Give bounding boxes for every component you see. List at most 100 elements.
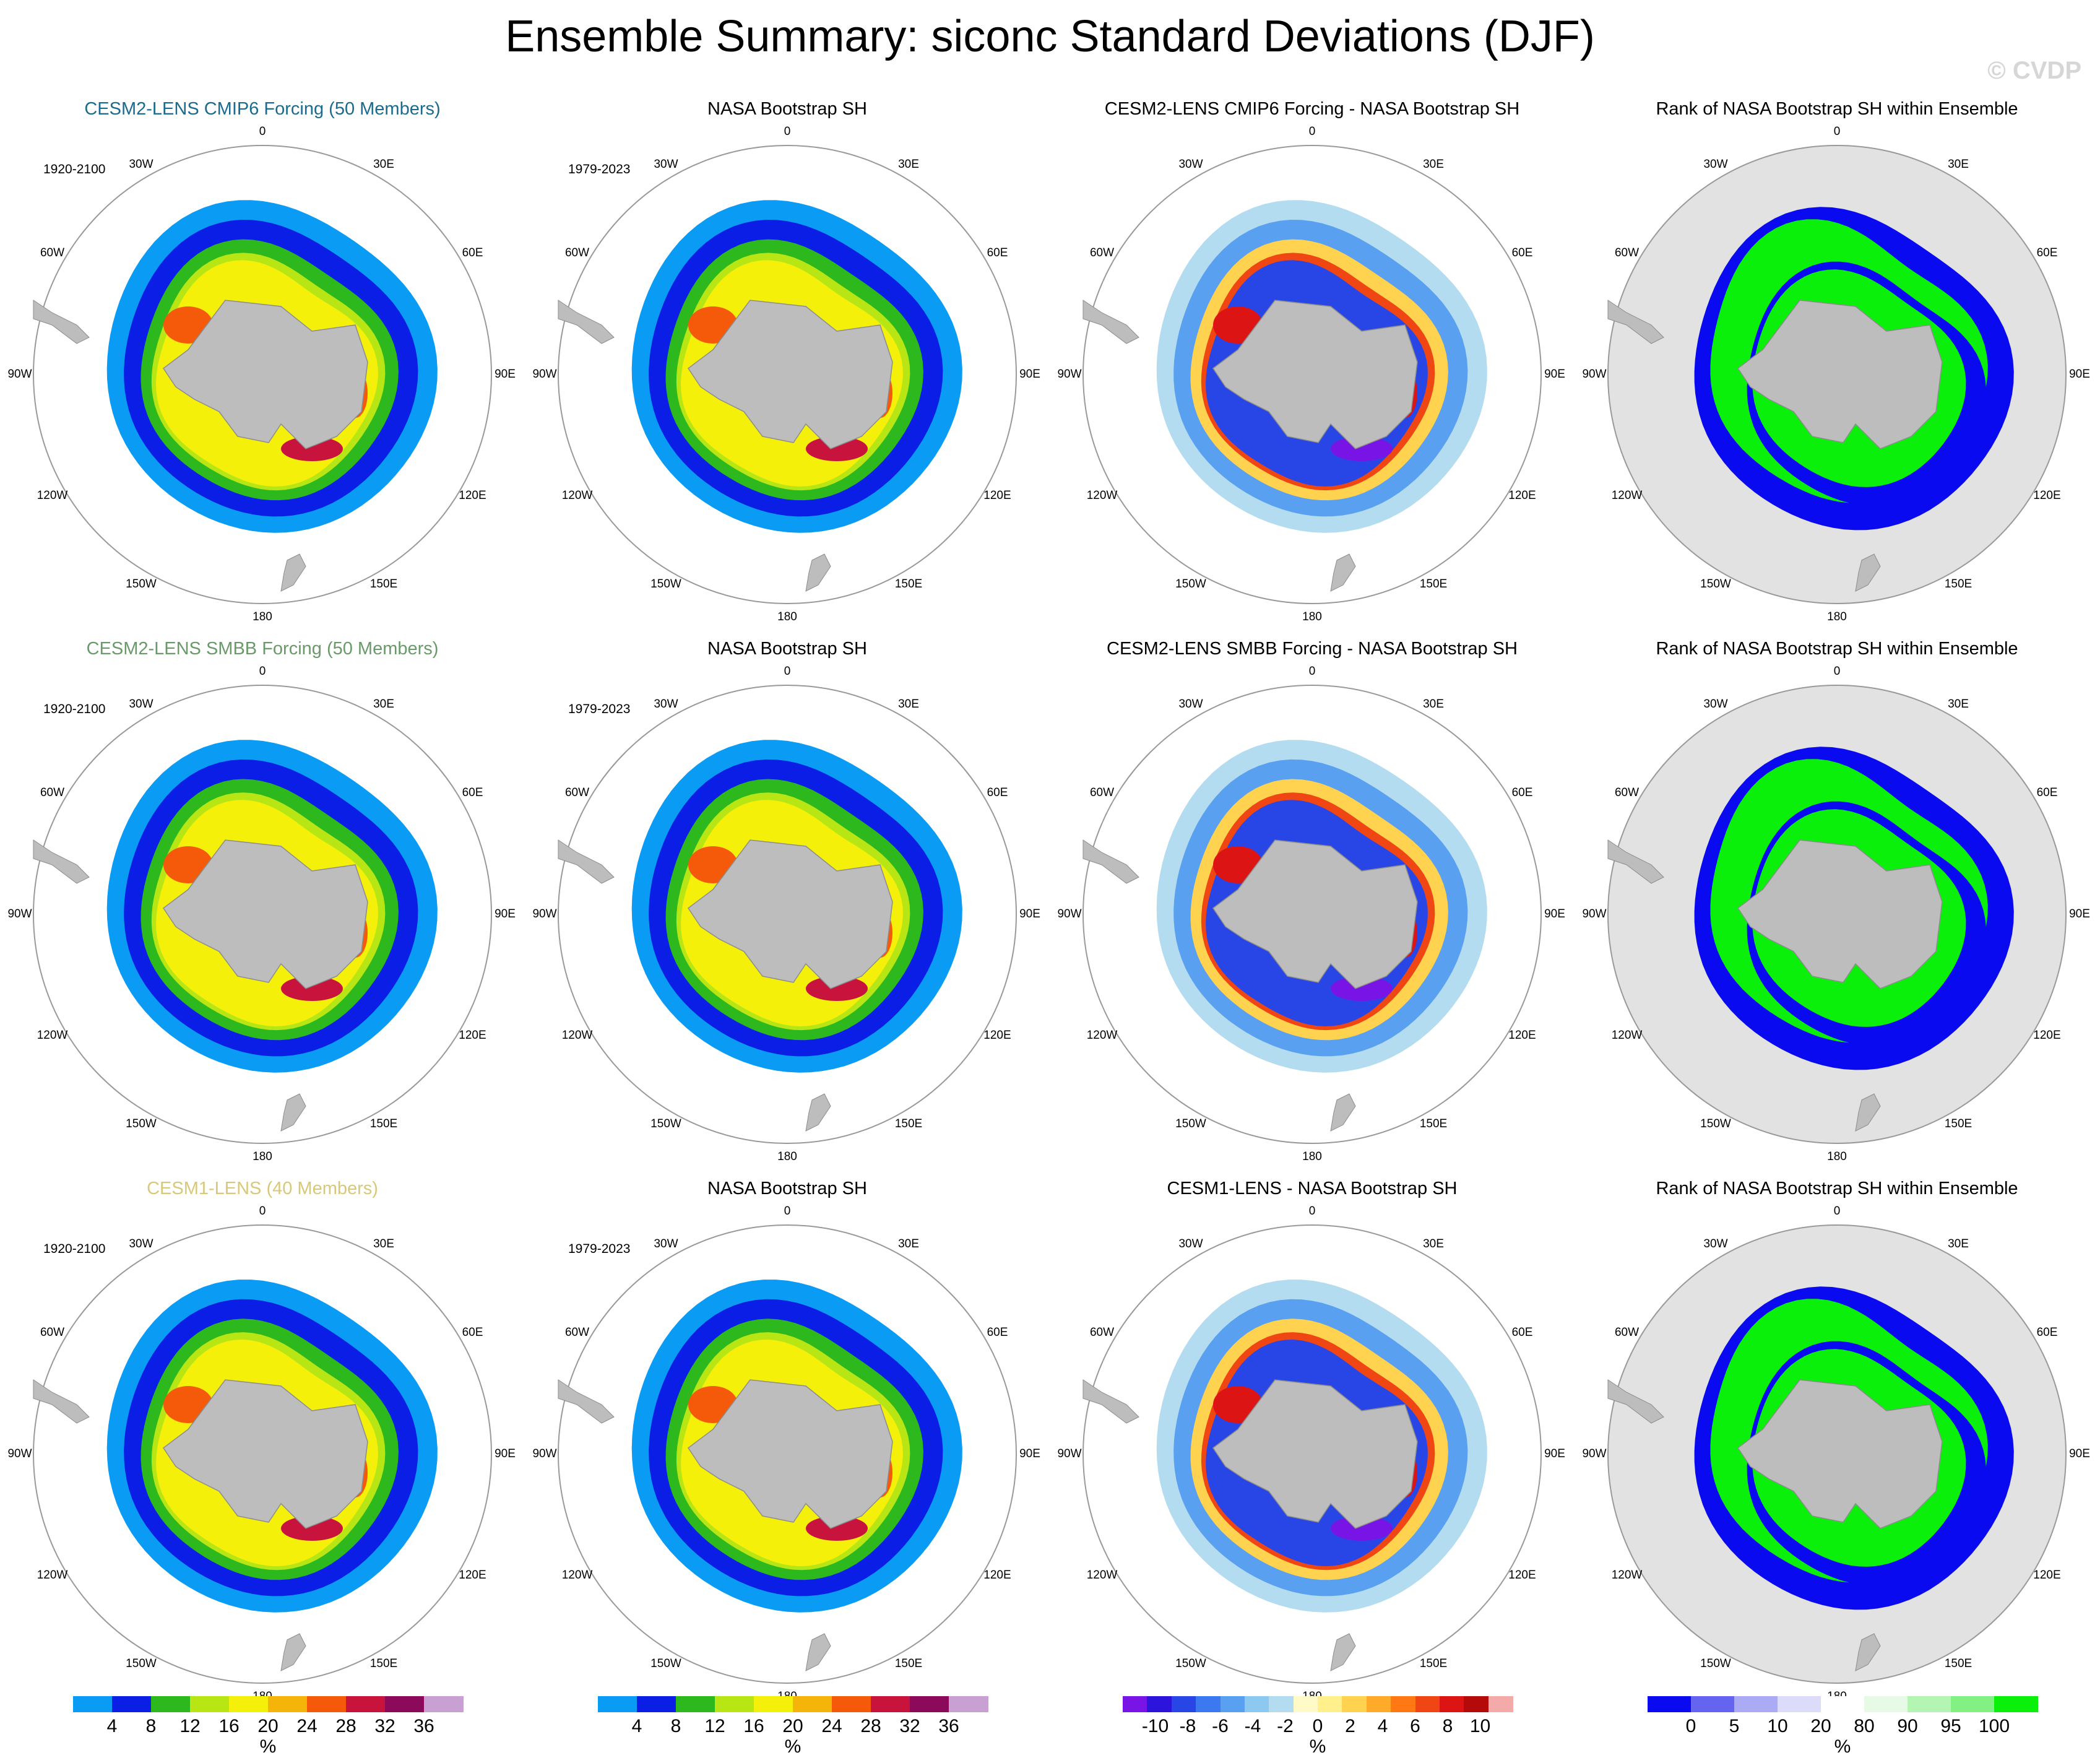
longitude-label: 150W (650, 1117, 681, 1131)
polar-map (1607, 685, 2067, 1144)
polar-map (1607, 145, 2067, 604)
longitude-label: 90E (1019, 1447, 1040, 1460)
colorbar-swatch (598, 1696, 637, 1712)
antarctica-landmass (1737, 300, 1943, 449)
colorbar-tick-label: 4 (106, 1716, 118, 1736)
longitude-label: 90W (532, 1447, 557, 1460)
longitude-label: 60E (1511, 786, 1533, 799)
south-america-landmass (1082, 300, 1139, 344)
colorbar-tick-label: 20 (782, 1716, 803, 1736)
longitude-label: 150E (1944, 1117, 1973, 1131)
longitude-label: 120E (983, 1029, 1011, 1042)
longitude-label: 90E (2069, 907, 2090, 920)
new-zealand-landmass (1855, 1633, 1881, 1671)
colorbar-unit: % (259, 1736, 277, 1757)
colorbar-swatch (385, 1696, 425, 1712)
colorbar-swatch (949, 1696, 988, 1712)
south-america-landmass (1607, 1379, 1664, 1424)
colorbar-swatch (1778, 1696, 1821, 1712)
longitude-label: 60E (987, 786, 1008, 799)
longitude-label: 150W (126, 1657, 157, 1671)
antarctica-landmass (1737, 839, 1943, 989)
longitude-label: 60W (1089, 246, 1115, 259)
new-zealand-landmass (805, 1093, 831, 1132)
panel-title: Rank of NASA Bootstrap SH within Ensembl… (1656, 99, 2018, 119)
new-zealand-landmass (805, 1633, 831, 1671)
longitude-label: 180 (1302, 1150, 1322, 1163)
colorbar-unit: % (1309, 1736, 1326, 1757)
longitude-label: 150W (1175, 1117, 1206, 1131)
longitude-label: 150W (1700, 1657, 1731, 1671)
longitude-label: 120W (37, 489, 68, 502)
colorbar-tick-label: -10 (1141, 1716, 1169, 1736)
longitude-label: 30E (1423, 157, 1444, 171)
colorbar-tick-label: 24 (296, 1716, 318, 1736)
longitude-label: 30W (1703, 697, 1728, 711)
longitude-label: 120W (561, 1029, 593, 1042)
longitude-label: 0 (259, 125, 266, 138)
longitude-label: 60E (2036, 246, 2058, 259)
longitude-label: 60E (987, 1326, 1008, 1339)
colorbar-swatch (1439, 1696, 1464, 1712)
longitude-label: 30E (1948, 697, 1969, 711)
colorbar-swatch (190, 1696, 230, 1712)
colorbar-tick-label: 5 (1729, 1716, 1740, 1736)
colorbar-swatch (1951, 1696, 1995, 1712)
longitude-label: 150W (126, 1117, 157, 1131)
longitude-label: 30E (373, 1237, 394, 1250)
colorbar-swatch (1691, 1696, 1735, 1712)
colorbar-swatch (832, 1696, 871, 1712)
colorbar-tick-label: 8 (1442, 1716, 1453, 1736)
colorbar-swatch (1318, 1696, 1342, 1712)
longitude-label: 150W (650, 578, 681, 591)
colorbar-tick-label: 28 (860, 1716, 881, 1736)
colorbar-swatch (1464, 1696, 1489, 1712)
colorbar-swatch (229, 1696, 269, 1712)
south-america-landmass (558, 839, 615, 884)
longitude-label: 60E (462, 786, 483, 799)
model-period-label: 1920-2100 (43, 702, 106, 716)
colorbar-swatch (1648, 1696, 1692, 1712)
longitude-label: 90E (495, 1447, 516, 1460)
panel-title: CESM1-LENS - NASA Bootstrap SH (1167, 1179, 1458, 1198)
colorbar-tick-label: 10 (1767, 1716, 1788, 1736)
longitude-label: 60W (40, 786, 65, 799)
new-zealand-landmass (280, 1633, 306, 1671)
colorbar-tick-label: -6 (1212, 1716, 1229, 1736)
longitude-label: 30E (898, 1237, 919, 1250)
figure-title: Ensemble Summary: siconc Standard Deviat… (505, 12, 1595, 61)
longitude-label: 120W (37, 1569, 68, 1582)
panel-title: CESM2-LENS SMBB Forcing - NASA Bootstrap… (1107, 639, 1518, 659)
colorbar-swatch (1196, 1696, 1221, 1712)
polar-map (1607, 1224, 2067, 1684)
longitude-label: 0 (1308, 665, 1316, 678)
longitude-label: 180 (777, 1150, 797, 1163)
longitude-label: 150E (894, 1657, 923, 1671)
new-zealand-landmass (1855, 1093, 1881, 1132)
longitude-label: 60E (462, 246, 483, 259)
new-zealand-landmass (1330, 1093, 1356, 1132)
longitude-label: 150W (1175, 1657, 1206, 1671)
polar-map (558, 685, 1017, 1144)
colorbar-swatch (715, 1696, 754, 1712)
longitude-label: 90E (1544, 1447, 1565, 1460)
polar-map (1082, 145, 1542, 604)
anomaly-patch (806, 1516, 868, 1541)
colorbar-swatch (754, 1696, 793, 1712)
colorbar-swatch (1171, 1696, 1196, 1712)
antarctica-landmass (1212, 839, 1418, 989)
colorbar-swatch (307, 1696, 347, 1712)
colorbar-swatch (1220, 1696, 1245, 1712)
longitude-label: 120E (2033, 489, 2061, 502)
colorbar-swatch (268, 1696, 308, 1712)
longitude-label: 90W (7, 368, 32, 381)
longitude-label: 120E (459, 489, 486, 502)
longitude-label: 90W (532, 907, 557, 920)
longitude-label: 30W (1703, 157, 1728, 171)
longitude-label: 120W (1611, 489, 1643, 502)
longitude-label: 150E (369, 578, 398, 591)
polar-map (1082, 1224, 1542, 1684)
new-zealand-landmass (1330, 1633, 1356, 1671)
colorbar-swatch (1293, 1696, 1318, 1712)
longitude-label: 0 (259, 1205, 266, 1218)
